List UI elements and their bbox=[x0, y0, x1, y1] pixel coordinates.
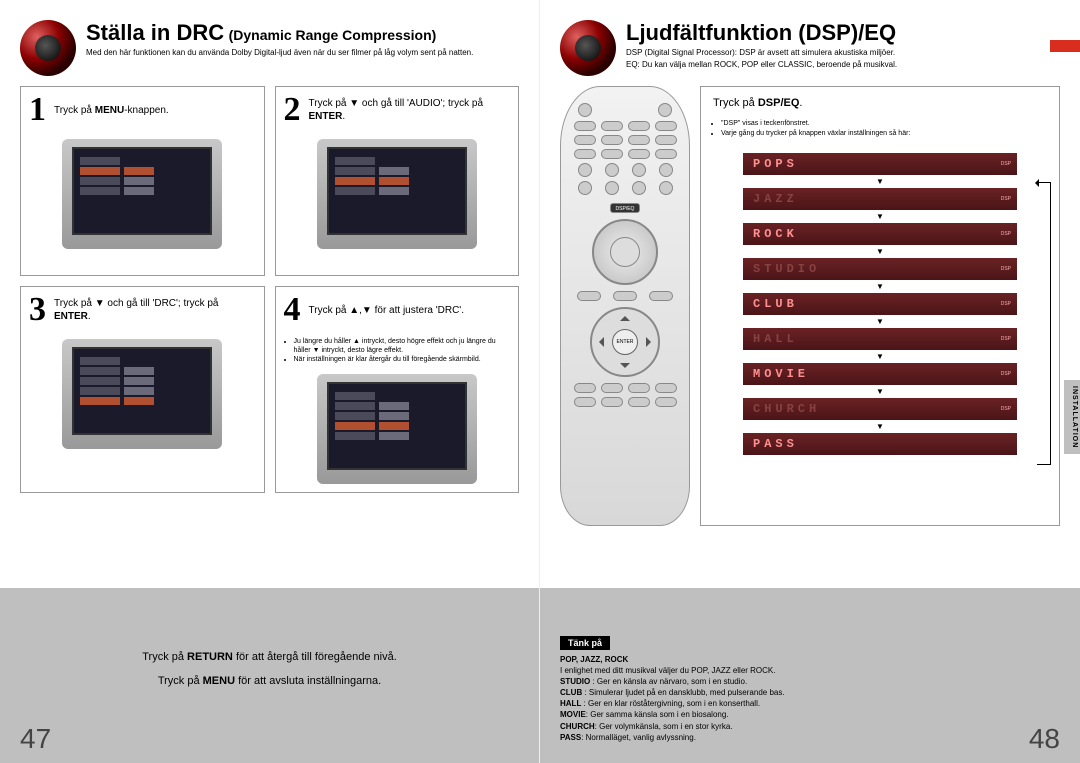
down-arrow-icon: ▼ bbox=[743, 387, 1017, 397]
remote-control: DSP/EQ ENTER bbox=[560, 86, 690, 526]
mode-pops: POPSDSP bbox=[743, 153, 1017, 175]
dsp-eq-button: DSP/EQ bbox=[610, 203, 640, 213]
tv-screen-2 bbox=[317, 139, 477, 249]
mode-club: CLUBDSP bbox=[743, 293, 1017, 315]
step-4-num: 4 bbox=[284, 293, 301, 327]
speaker-icon bbox=[20, 20, 76, 76]
step-3-num: 3 bbox=[29, 293, 46, 327]
dsp-panel: Tryck på DSP/EQ. "DSP" visas i teckenfön… bbox=[700, 86, 1060, 526]
red-tab bbox=[1050, 40, 1080, 52]
tv-screen-4 bbox=[317, 374, 477, 484]
speaker-icon bbox=[560, 20, 616, 76]
step-4-notes: Ju längre du håller ▲ intryckt, desto hö… bbox=[276, 333, 519, 368]
down-arrow-icon: ▼ bbox=[743, 177, 1017, 187]
left-title-main: Ställa in DRC bbox=[86, 20, 224, 45]
down-arrow-icon: ▼ bbox=[743, 282, 1017, 292]
think-item: MOVIE: Ger samma känsla som i en biosalo… bbox=[560, 709, 1060, 720]
right-title-block: Ljudfältfunktion (DSP)/EQ DSP (Digital S… bbox=[626, 20, 1060, 71]
left-intro: Med den här funktionen kan du använda Do… bbox=[86, 48, 519, 58]
left-title: Ställa in DRC (Dynamic Range Compression… bbox=[86, 20, 519, 46]
right-header: Ljudfältfunktion (DSP)/EQ DSP (Digital S… bbox=[560, 20, 1060, 76]
step-1: 1 Tryck på MENU-knappen. bbox=[20, 86, 265, 276]
mode-movie: MOVIEDSP bbox=[743, 363, 1017, 385]
think-label: Tänk på bbox=[560, 636, 610, 650]
think-item: STUDIO : Ger en känsla av närvaro, som i… bbox=[560, 676, 1060, 687]
right-title: Ljudfältfunktion (DSP)/EQ bbox=[626, 20, 1060, 46]
down-arrow-icon: ▼ bbox=[743, 212, 1017, 222]
step-2: 2 Tryck på ▼ och gå till 'AUDIO'; tryck … bbox=[275, 86, 520, 276]
right-intro2: EQ: Du kan välja mellan ROCK, POP eller … bbox=[626, 60, 1060, 70]
panel-head: Tryck på DSP/EQ. bbox=[713, 97, 1047, 109]
think-body: POP, JAZZ, ROCK I enlighet med ditt musi… bbox=[560, 654, 1060, 744]
step-2-text: Tryck på ▼ och gå till 'AUDIO'; tryck på… bbox=[309, 97, 511, 123]
enter-button: ENTER bbox=[612, 329, 638, 355]
steps-grid: 1 Tryck på MENU-knappen. bbox=[20, 86, 519, 493]
step-4: 4 Tryck på ▲,▼ för att justera 'DRC'. Ju… bbox=[275, 286, 520, 493]
mode-studio: STUDIODSP bbox=[743, 258, 1017, 280]
down-arrow-icon: ▼ bbox=[743, 247, 1017, 257]
down-arrow-icon: ▼ bbox=[743, 317, 1017, 327]
right-body: DSP/EQ ENTER Tryck på DSP/EQ. "DSP" bbox=[560, 86, 1060, 526]
page-48: Ljudfältfunktion (DSP)/EQ DSP (Digital S… bbox=[540, 0, 1080, 763]
step-1-text: Tryck på MENU-knappen. bbox=[54, 104, 169, 117]
down-arrow-icon: ▼ bbox=[743, 352, 1017, 362]
left-title-sub: (Dynamic Range Compression) bbox=[229, 27, 437, 43]
mode-hall: HALLDSP bbox=[743, 328, 1017, 350]
mode-church: CHURCHDSP bbox=[743, 398, 1017, 420]
left-title-block: Ställa in DRC (Dynamic Range Compression… bbox=[86, 20, 519, 58]
step-3-text: Tryck på ▼ och gå till 'DRC'; tryck på E… bbox=[54, 297, 256, 323]
think-item: PASS: Normalläget, vanlig avlyssning. bbox=[560, 732, 1060, 743]
think-item: CHURCH: Ger volymkänsla, som i en stor k… bbox=[560, 721, 1060, 732]
think-item: HALL : Ger en klar röståtergivning, som … bbox=[560, 698, 1060, 709]
left-footer: Tryck på RETURN för att återgå till före… bbox=[20, 645, 519, 693]
cycle-arrow bbox=[1037, 182, 1051, 465]
jog-dial bbox=[592, 219, 658, 285]
mode-rock: ROCKDSP bbox=[743, 223, 1017, 245]
mode-jazz: JAZZDSP bbox=[743, 188, 1017, 210]
page-spread: Ställa in DRC (Dynamic Range Compression… bbox=[0, 0, 1080, 763]
page-47: Ställa in DRC (Dynamic Range Compression… bbox=[0, 0, 540, 763]
page-num-48: 48 bbox=[1029, 723, 1060, 755]
step-4-text: Tryck på ▲,▼ för att justera 'DRC'. bbox=[309, 304, 465, 317]
mode-list: POPSDSP▼JAZZDSP▼ROCKDSP▼STUDIODSP▼CLUBDS… bbox=[743, 153, 1017, 455]
think-box: Tänk på POP, JAZZ, ROCK I enlighet med d… bbox=[560, 636, 1060, 744]
step-3: 3 Tryck på ▼ och gå till 'DRC'; tryck på… bbox=[20, 286, 265, 493]
dpad: ENTER bbox=[590, 307, 660, 377]
left-header: Ställa in DRC (Dynamic Range Compression… bbox=[20, 20, 519, 76]
page-num-47: 47 bbox=[20, 723, 51, 755]
mode-pass: PASS bbox=[743, 433, 1017, 455]
step-2-num: 2 bbox=[284, 93, 301, 127]
down-arrow-icon: ▼ bbox=[743, 422, 1017, 432]
tv-screen-1 bbox=[62, 139, 222, 249]
right-intro1: DSP (Digital Signal Processor): DSP är a… bbox=[626, 48, 1060, 58]
step-1-num: 1 bbox=[29, 93, 46, 127]
tv-screen-3 bbox=[62, 339, 222, 449]
panel-notes: "DSP" visas i teckenfönstret. Varje gång… bbox=[713, 119, 1047, 139]
side-tab-installation: INSTALLATION bbox=[1064, 380, 1080, 454]
think-item: CLUB : Simulerar ljudet på en dansklubb,… bbox=[560, 687, 1060, 698]
